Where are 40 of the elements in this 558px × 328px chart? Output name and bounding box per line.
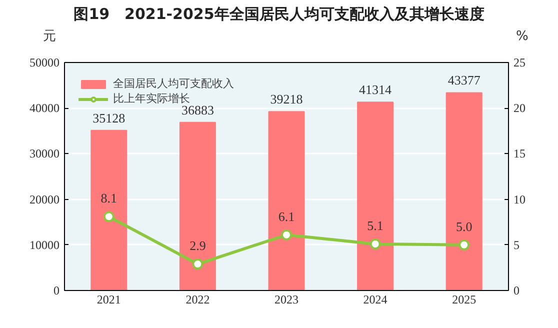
x-tick-label: 2024 — [363, 292, 388, 306]
bar — [179, 122, 216, 290]
bar — [90, 130, 128, 290]
y-axis-title: 元 — [43, 28, 56, 46]
data-label: 2.9 — [190, 238, 206, 254]
bar — [446, 92, 482, 290]
point — [281, 229, 292, 240]
y2-tick-label: 20 — [514, 101, 526, 116]
data-label: 8.1 — [100, 190, 118, 206]
x-tick-label: 2022 — [186, 292, 210, 306]
point — [192, 258, 204, 270]
point — [103, 211, 114, 222]
data-label: 43377 — [448, 72, 481, 88]
point — [458, 239, 470, 250]
data-label: 5.0 — [456, 218, 472, 234]
x-tick-label: 2025 — [452, 292, 476, 306]
y2-tick-label: 5 — [514, 238, 520, 252]
y2-tick-label: 15 — [514, 146, 526, 161]
legend-label: 全国居民人均可支配收入 — [113, 76, 234, 91]
data-label: 5.1 — [367, 218, 384, 233]
y2-tick-label: 10 — [514, 192, 526, 206]
bar — [268, 111, 305, 290]
chart-title: 图19 2021-2025年全国居民人均可支配收入及其增长速度 — [74, 4, 484, 25]
point — [370, 238, 381, 250]
data-label: 39218 — [270, 92, 303, 107]
y-tick-label: 50000 — [30, 56, 60, 70]
bar — [357, 102, 394, 290]
data-label: 35128 — [92, 110, 126, 126]
data-label: 41314 — [359, 82, 392, 98]
y2-tick-label: 0 — [514, 284, 520, 298]
y-tick-label: 0 — [54, 284, 60, 298]
y-tick-label: 40000 — [30, 101, 60, 116]
x-tick-label: 2021 — [96, 292, 121, 306]
y2-tick-label: 25 — [514, 56, 526, 70]
x-tick-label: 2023 — [274, 292, 298, 306]
y-tick-label: 10000 — [30, 238, 60, 252]
data-label: 6.1 — [278, 208, 295, 224]
y2-axis-title: % — [516, 28, 528, 46]
y-tick-label: 30000 — [30, 146, 60, 161]
y-tick-label: 20000 — [30, 192, 60, 206]
